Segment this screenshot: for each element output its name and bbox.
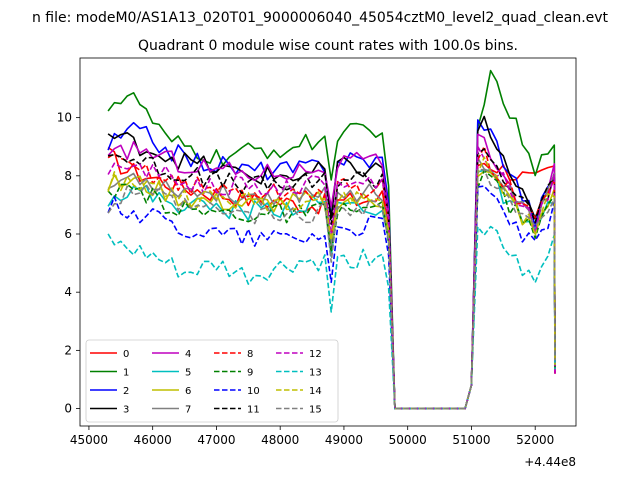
legend-label-7: 7 xyxy=(185,405,191,416)
x-axis: 45000 46000 47000 48000 49000 50000 51000 52000 xyxy=(70,426,554,447)
legend-label-3: 3 xyxy=(123,405,129,416)
legend-label-6: 6 xyxy=(185,386,191,397)
legend-label-1: 1 xyxy=(123,368,129,379)
y-tick-label: 8 xyxy=(64,169,72,183)
x-tick-label: 47000 xyxy=(197,433,235,447)
y-tick-label: 2 xyxy=(64,343,72,357)
legend-box xyxy=(85,339,339,423)
legend-label-0: 0 xyxy=(123,349,129,360)
legend-label-2: 2 xyxy=(123,386,129,397)
x-tick-label: 50000 xyxy=(389,433,427,447)
x-tick-label: 52000 xyxy=(516,433,554,447)
series-lines xyxy=(107,69,556,410)
y-axis: 0 2 4 6 8 10 xyxy=(57,111,80,416)
y-tick-label: 4 xyxy=(64,285,72,299)
series-line-14 xyxy=(107,156,556,410)
series-line-1 xyxy=(107,69,556,410)
series-line-12 xyxy=(107,145,556,410)
legend-label-12: 12 xyxy=(309,349,322,360)
series-line-11 xyxy=(107,148,556,410)
legend-label-5: 5 xyxy=(185,368,191,379)
legend-label-8: 8 xyxy=(247,349,253,360)
x-tick-label: 45000 xyxy=(70,433,108,447)
legend-label-10: 10 xyxy=(247,386,260,397)
series-line-13 xyxy=(107,225,556,410)
y-tick-label: 0 xyxy=(64,402,72,416)
legend-label-11: 11 xyxy=(247,405,260,416)
series-line-10 xyxy=(107,185,556,410)
legend-label-14: 14 xyxy=(309,386,322,397)
y-tick-label: 6 xyxy=(64,227,72,241)
legend-label-15: 15 xyxy=(309,405,322,416)
figure-suptitle: n file: modeM0/AS1A13_020T01_9000006040_… xyxy=(32,10,609,26)
x-tick-label: 48000 xyxy=(261,433,299,447)
x-tick-label: 46000 xyxy=(134,433,172,447)
y-tick-label: 10 xyxy=(57,111,72,125)
x-tick-label: 49000 xyxy=(325,433,363,447)
chart-title: Quadrant 0 module wise count rates with … xyxy=(138,38,518,54)
legend-label-9: 9 xyxy=(247,368,253,379)
series-line-4 xyxy=(107,133,556,410)
legend-label-4: 4 xyxy=(185,349,191,360)
x-offset-text: +4.44e8 xyxy=(524,455,576,469)
x-tick-label: 51000 xyxy=(452,433,490,447)
plot-frame xyxy=(79,57,577,427)
legend-label-13: 13 xyxy=(309,368,322,379)
